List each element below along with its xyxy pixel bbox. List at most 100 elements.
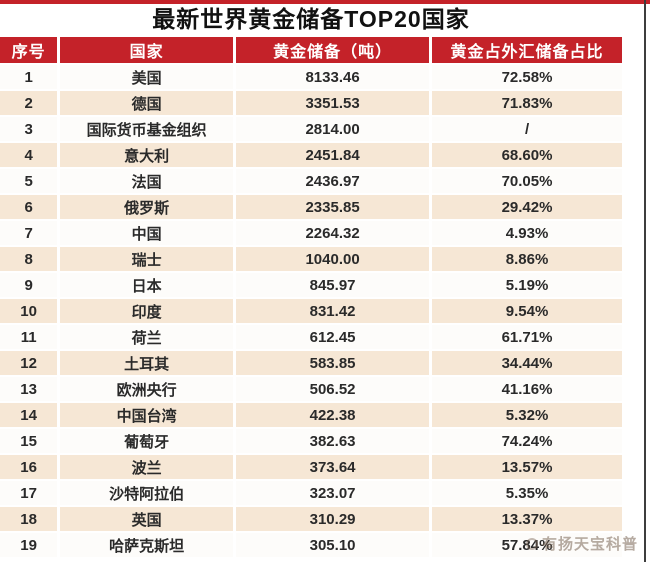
reserve-cell: 3351.53 (236, 91, 430, 115)
reserve-cell: 422.38 (236, 403, 430, 427)
country-cell: 欧洲央行 (60, 377, 234, 401)
table-row: 18 英国 310.29 13.37% (0, 507, 622, 531)
table-row: 6 俄罗斯 2335.85 29.42% (0, 195, 622, 219)
reserve-cell: 310.29 (236, 507, 430, 531)
gold-reserves-table: 序号 国家 黄金储备（吨） 黄金占外汇储备占比 1 美国 8133.46 72.58% 2 德国… (0, 35, 625, 559)
country-header: 国家 (60, 37, 234, 63)
share-cell: 72.58% (432, 65, 622, 89)
country-cell: 荷兰 (60, 325, 234, 349)
table-row: 12 土耳其 583.85 34.44% (0, 351, 622, 375)
reserve-cell: 2436.97 (236, 169, 430, 193)
reserve-cell: 373.64 (236, 455, 430, 479)
rank-cell: 17 (0, 481, 58, 505)
table-row: 17 沙特阿拉伯 323.07 5.35% (0, 481, 622, 505)
country-cell: 国际货币基金组织 (60, 117, 234, 141)
table-row: 8 瑞士 1040.00 8.86% (0, 247, 622, 271)
top-border-line (0, 0, 650, 4)
rank-cell: 4 (0, 143, 58, 167)
rank-cell: 1 (0, 65, 58, 89)
country-cell: 美国 (60, 65, 234, 89)
table-row: 16 波兰 373.64 13.57% (0, 455, 622, 479)
table-body: 1 美国 8133.46 72.58% 2 德国 3351.53 71.83% 3 国际货币基金组… (0, 65, 622, 557)
country-cell: 英国 (60, 507, 234, 531)
reserve-cell: 831.42 (236, 299, 430, 323)
country-cell: 土耳其 (60, 351, 234, 375)
table-row: 7 中国 2264.32 4.93% (0, 221, 622, 245)
reserve-cell: 845.97 (236, 273, 430, 297)
table-row: 14 中国台湾 422.38 5.32% (0, 403, 622, 427)
reserve-header: 黄金储备（吨） (236, 37, 430, 63)
country-cell: 葡萄牙 (60, 429, 234, 453)
country-cell: 沙特阿拉伯 (60, 481, 234, 505)
reserve-cell: 612.45 (236, 325, 430, 349)
share-cell: 4.93% (432, 221, 622, 245)
table-row: 11 荷兰 612.45 61.71% (0, 325, 622, 349)
rank-cell: 2 (0, 91, 58, 115)
country-cell: 印度 (60, 299, 234, 323)
share-cell: 29.42% (432, 195, 622, 219)
rank-cell: 7 (0, 221, 58, 245)
rank-cell: 16 (0, 455, 58, 479)
reserve-cell: 2451.84 (236, 143, 430, 167)
rank-cell: 12 (0, 351, 58, 375)
share-cell: 68.60% (432, 143, 622, 167)
table-row: 4 意大利 2451.84 68.60% (0, 143, 622, 167)
share-cell: 70.05% (432, 169, 622, 193)
share-cell: 5.35% (432, 481, 622, 505)
rank-cell: 5 (0, 169, 58, 193)
rank-cell: 18 (0, 507, 58, 531)
reserve-cell: 583.85 (236, 351, 430, 375)
reserve-cell: 323.07 (236, 481, 430, 505)
right-border-line (644, 0, 646, 562)
country-cell: 中国台湾 (60, 403, 234, 427)
share-cell: 9.54% (432, 299, 622, 323)
rank-cell: 19 (0, 533, 58, 557)
country-cell: 日本 (60, 273, 234, 297)
rank-cell: 15 (0, 429, 58, 453)
country-cell: 哈萨克斯坦 (60, 533, 234, 557)
rank-cell: 13 (0, 377, 58, 401)
share-cell: 57.84% (432, 533, 622, 557)
share-cell: 13.37% (432, 507, 622, 531)
share-cell: 13.57% (432, 455, 622, 479)
rank-cell: 11 (0, 325, 58, 349)
table-row: 2 德国 3351.53 71.83% (0, 91, 622, 115)
reserve-cell: 2335.85 (236, 195, 430, 219)
country-cell: 俄罗斯 (60, 195, 234, 219)
table-row: 15 葡萄牙 382.63 74.24% (0, 429, 622, 453)
rank-cell: 6 (0, 195, 58, 219)
rank-cell: 9 (0, 273, 58, 297)
table-row: 3 国际货币基金组织 2814.00/ (0, 117, 622, 141)
country-cell: 德国 (60, 91, 234, 115)
country-cell: 中国 (60, 221, 234, 245)
rank-cell: 14 (0, 403, 58, 427)
table-row: 13 欧洲央行 506.52 41.16% (0, 377, 622, 401)
share-cell: 5.19% (432, 273, 622, 297)
table-row: 10 印度 831.42 9.54% (0, 299, 622, 323)
reserve-cell: 382.63 (236, 429, 430, 453)
table-row: 19 哈萨克斯坦 305.10 57.84% (0, 533, 622, 557)
share-cell: 71.83% (432, 91, 622, 115)
country-cell: 意大利 (60, 143, 234, 167)
rank-cell: 10 (0, 299, 58, 323)
reserve-cell: 2814.00 (236, 117, 430, 141)
share-cell: 34.44% (432, 351, 622, 375)
share-cell: 41.16% (432, 377, 622, 401)
table-row: 9 日本 845.97 5.19% (0, 273, 622, 297)
rank-cell: 3 (0, 117, 58, 141)
table-row: 1 美国 8133.46 72.58% (0, 65, 622, 89)
rank-cell: 8 (0, 247, 58, 271)
share-header: 黄金占外汇储备占比 (432, 37, 622, 63)
reserve-cell: 1040.00 (236, 247, 430, 271)
share-cell: 74.24% (432, 429, 622, 453)
page-title: 最新世界黄金储备TOP20国家 (152, 6, 470, 32)
share-cell: 8.86% (432, 247, 622, 271)
country-cell: 波兰 (60, 455, 234, 479)
table-row: 5 法国 2436.97 70.05% (0, 169, 622, 193)
country-cell: 瑞士 (60, 247, 234, 271)
rank-header: 序号 (0, 37, 58, 63)
share-cell: / (432, 117, 622, 141)
country-cell: 法国 (60, 169, 234, 193)
reserve-cell: 305.10 (236, 533, 430, 557)
reserve-cell: 8133.46 (236, 65, 430, 89)
